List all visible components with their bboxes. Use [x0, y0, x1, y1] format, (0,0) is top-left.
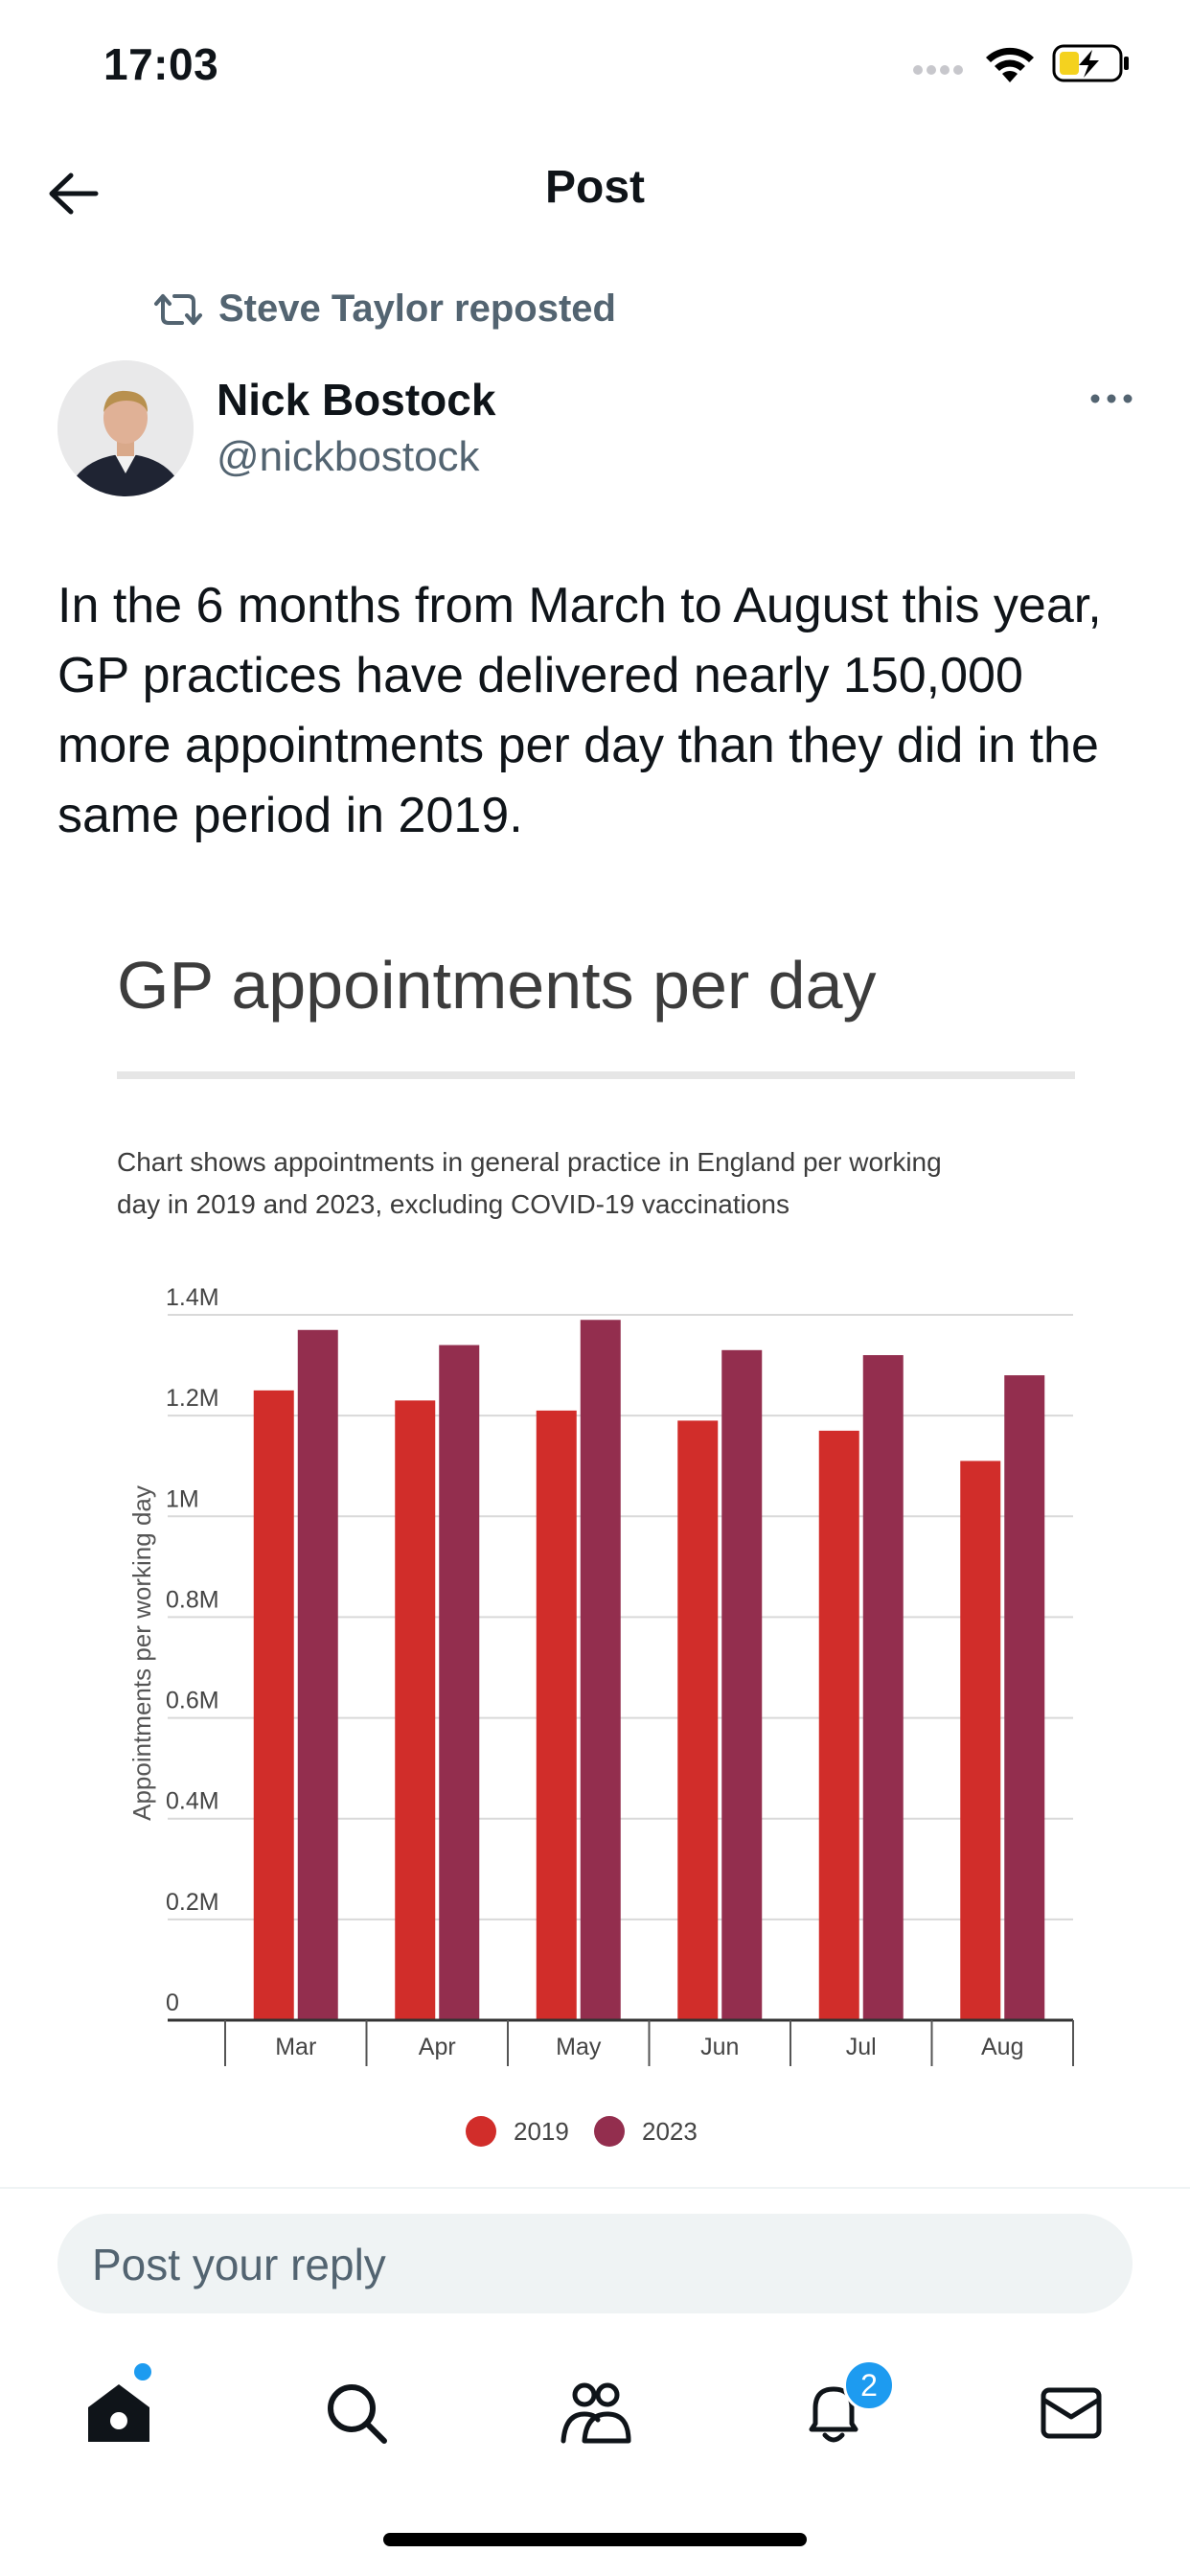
cellular-signal-icon — [912, 63, 966, 81]
bar-2019-jun — [677, 1420, 719, 2020]
bar-chart: GP appointments per day Chart shows appo… — [117, 948, 1075, 2147]
more-icon — [1090, 394, 1133, 403]
more-options-button[interactable] — [1073, 380, 1150, 418]
y-tick-label: 0.6M — [166, 1688, 219, 1714]
bar-2019-may — [536, 1410, 577, 2020]
y-tick-label: 0.4M — [166, 1788, 219, 1815]
search-icon — [328, 2384, 387, 2444]
bar-2023-apr — [439, 1345, 480, 2020]
x-tick-label: May — [556, 2034, 602, 2060]
y-tick-label: 1.4M — [166, 1284, 219, 1311]
author-name[interactable]: Nick Bostock — [217, 375, 496, 425]
back-button[interactable] — [38, 159, 107, 228]
tab-home[interactable] — [71, 2365, 167, 2461]
bar-2023-aug — [1004, 1375, 1045, 2020]
battery-charging-icon — [1052, 42, 1131, 89]
x-tick-label: Apr — [419, 2034, 456, 2060]
y-tick-label: 1M — [166, 1485, 199, 1512]
bell-icon — [809, 2386, 858, 2443]
x-tick-label: Aug — [981, 2034, 1023, 2060]
bar-2019-jul — [818, 1430, 859, 2020]
chart-title: GP appointments per day — [117, 948, 877, 1023]
repost-label: Steve Taylor reposted — [218, 288, 616, 330]
bar-2023-jun — [721, 1349, 763, 2020]
tab-messages[interactable] — [1023, 2365, 1119, 2461]
tab-communities[interactable] — [548, 2365, 644, 2461]
legend-swatch-2023 — [594, 2116, 625, 2147]
reply-input[interactable] — [57, 2214, 1133, 2313]
wifi-icon — [981, 42, 1039, 89]
avatar[interactable] — [57, 360, 194, 496]
bar-2019-aug — [960, 1460, 1001, 2020]
arrow-left-icon — [49, 172, 99, 215]
page-title: Post — [544, 162, 645, 213]
y-tick-label: 0.8M — [166, 1586, 219, 1613]
bar-2023-mar — [297, 1329, 338, 2020]
tab-notifications[interactable] — [786, 2365, 881, 2461]
chart-subtitle-line-1: Chart shows appointments in general prac… — [117, 1147, 942, 1177]
communities-icon — [561, 2382, 631, 2444]
repost-icon — [154, 293, 202, 325]
notification-badge: 2 — [843, 2359, 895, 2411]
chart-image[interactable]: GP appointments per day Chart shows appo… — [57, 920, 1133, 2187]
home-icon — [88, 2384, 149, 2442]
y-tick-label: 0 — [166, 1990, 179, 2016]
status-time: 17:03 — [103, 39, 219, 89]
tab-search[interactable] — [309, 2365, 404, 2461]
x-tick-label: Mar — [275, 2034, 316, 2060]
y-axis-label: Appointments per working day — [127, 1485, 156, 1821]
chart-subtitle-line-2: day in 2019 and 2023, excluding COVID-19… — [117, 1189, 790, 1219]
bar-2019-apr — [395, 1400, 436, 2020]
bar-2019-mar — [253, 1390, 294, 2020]
legend-swatch-2019 — [466, 2116, 496, 2147]
repost-indicator[interactable]: Steve Taylor reposted — [153, 288, 616, 331]
divider — [0, 2187, 1190, 2189]
y-tick-label: 0.2M — [166, 1889, 219, 1916]
author-handle[interactable]: @nickbostock — [217, 433, 480, 480]
home-unread-dot — [134, 2363, 151, 2380]
reply-placeholder: Post your reply — [92, 2240, 386, 2289]
x-tick-label: Jun — [700, 2034, 739, 2060]
bar-2023-jul — [862, 1355, 904, 2020]
post-text: In the 6 months from March to August thi… — [57, 578, 1102, 843]
legend-label-2023: 2023 — [642, 2117, 698, 2146]
legend-label-2019: 2019 — [514, 2117, 569, 2146]
bar-2023-may — [580, 1320, 621, 2020]
title-underline — [117, 1071, 1075, 1079]
x-tick-label: Jul — [846, 2034, 877, 2060]
y-tick-label: 1.2M — [166, 1385, 219, 1412]
mail-icon — [1041, 2387, 1102, 2439]
home-indicator — [383, 2533, 807, 2546]
